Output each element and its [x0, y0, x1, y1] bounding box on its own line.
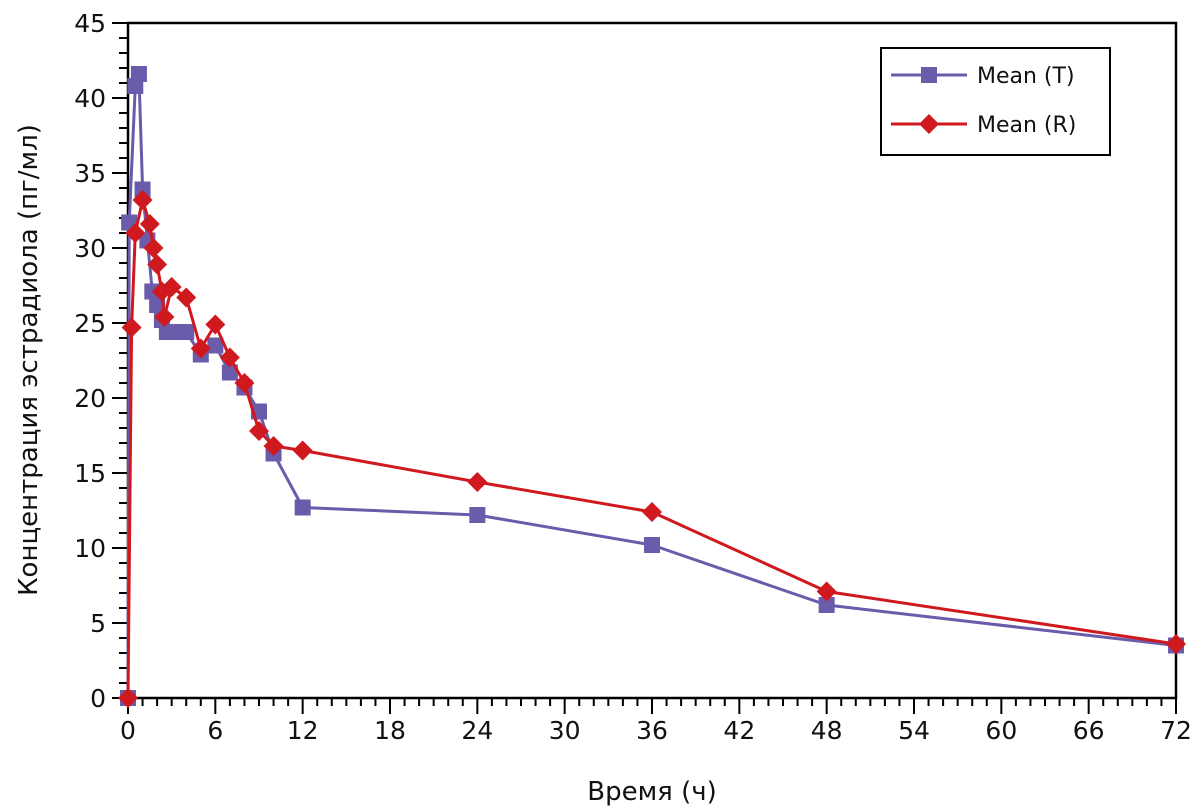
data-point-square [294, 499, 311, 516]
x-tick-label: 18 [374, 716, 406, 745]
data-point-square [149, 297, 166, 313]
data-point-diamond [219, 347, 240, 368]
data-point-diamond [205, 314, 226, 335]
data-point-diamond [125, 223, 146, 243]
series-t [120, 66, 1184, 706]
data-point-square [163, 324, 180, 340]
y-tick-label: 10 [74, 534, 106, 563]
data-point-diamond [176, 287, 197, 308]
y-tick-label: 15 [74, 459, 106, 488]
x-tick-label: 66 [1073, 716, 1105, 745]
y-tick-label: 20 [74, 384, 106, 413]
x-tick-label: 36 [636, 716, 668, 745]
legend: Mean (T) Mean (R) [880, 47, 1111, 156]
legend-label-r: Mean (R) [977, 113, 1076, 138]
legend-item-r: Mean (R) [891, 113, 1076, 138]
x-tick-label: 12 [287, 716, 319, 745]
data-point-square [221, 364, 238, 381]
series-line [126, 198, 1177, 699]
x-tick-label: 48 [811, 716, 843, 745]
x-tick-label: 54 [898, 716, 930, 745]
data-point-square [469, 507, 486, 523]
x-tick-label: 24 [461, 716, 493, 745]
data-point-diamond [642, 502, 662, 522]
data-point-diamond [249, 421, 269, 441]
data-point-diamond [154, 307, 175, 327]
data-point-diamond [234, 373, 255, 393]
y-tick-label: 45 [74, 9, 106, 38]
legend-marker-r [919, 114, 939, 134]
y-axis-ticks: 0 5 10 15 20 25 30 35 40 45 [74, 9, 128, 713]
data-point-diamond [816, 581, 837, 602]
data-point-square [207, 337, 224, 354]
y-tick-label: 30 [74, 234, 106, 263]
data-point-diamond [292, 440, 313, 461]
data-point-diamond [139, 214, 160, 234]
data-point-diamond [467, 472, 488, 492]
data-point-square [134, 181, 151, 198]
series-line [126, 72, 1177, 699]
legend-box [880, 47, 1111, 156]
data-point-diamond [161, 277, 182, 297]
y-tick-label: 40 [74, 84, 106, 113]
x-tick-label: 6 [207, 716, 223, 745]
data-point-square [130, 66, 147, 82]
y-tick-label: 25 [74, 309, 106, 338]
legend-item-t: Mean (T) [891, 64, 1075, 89]
data-point-diamond [143, 238, 164, 258]
y-tick-label: 35 [74, 159, 106, 188]
data-point-diamond [121, 317, 142, 338]
x-tick-label: 60 [985, 716, 1017, 745]
series-r [118, 190, 1186, 708]
x-tick-label: 72 [1160, 716, 1192, 745]
data-point-diamond [147, 254, 168, 275]
y-axis-title: Концентрация эстрадиола (пг/мл) [14, 124, 44, 596]
legend-label-t: Mean (T) [977, 64, 1075, 89]
x-axis-ticks: 0 6 12 18 24 30 36 42 48 54 60 66 72 [120, 698, 1192, 745]
data-point-diamond [1166, 634, 1186, 654]
x-tick-label: 30 [549, 716, 581, 745]
legend-marker-t [921, 67, 937, 83]
data-point-square [818, 597, 835, 613]
data-point-diamond [118, 688, 138, 708]
series-layer [118, 66, 1186, 708]
data-point-diamond [263, 436, 284, 456]
data-point-diamond [190, 338, 211, 359]
data-point-square [178, 324, 195, 340]
y-tick-label: 0 [90, 684, 106, 713]
data-point-square [644, 537, 660, 553]
x-axis-title: Время (ч) [587, 777, 717, 807]
x-tick-label: 0 [120, 716, 136, 745]
data-point-diamond [132, 190, 153, 210]
x-tick-label: 42 [723, 716, 755, 745]
y-tick-label: 5 [90, 609, 106, 638]
